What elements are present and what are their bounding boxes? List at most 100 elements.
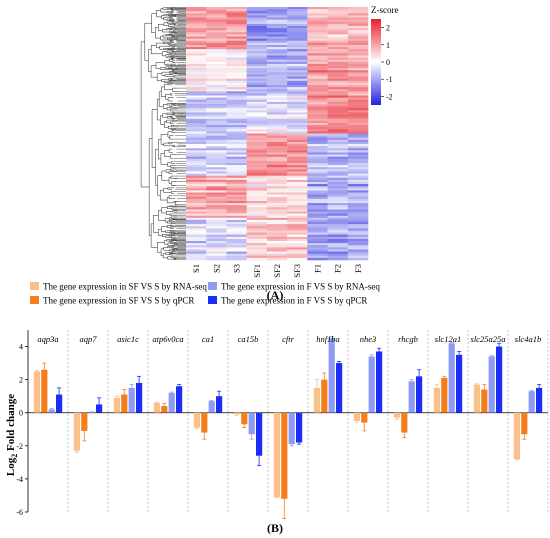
heatmap-cell xyxy=(226,241,247,244)
heatmap-cell xyxy=(287,245,308,248)
heatmap-cell xyxy=(246,76,268,79)
heatmap-cell xyxy=(226,99,247,103)
heatmap-cell xyxy=(347,203,369,206)
heatmap-cell xyxy=(327,40,349,44)
heatmap-cell xyxy=(307,68,328,71)
heatmap-cell xyxy=(206,30,227,33)
dendrogram-branch xyxy=(167,187,175,190)
heatmap-cell xyxy=(246,38,268,42)
dendrogram-branch xyxy=(171,70,175,73)
heatmap-cell xyxy=(186,186,207,189)
heatmap-cell xyxy=(266,238,288,242)
heatmap-cell xyxy=(307,158,328,162)
heatmap-cell xyxy=(347,152,369,155)
heatmap-cell xyxy=(347,150,369,153)
heatmap-cell xyxy=(266,9,288,12)
heatmap-cell xyxy=(287,154,308,157)
heatmap-cell xyxy=(266,89,288,92)
heatmap-cell xyxy=(347,82,369,86)
heatmap-cell xyxy=(287,25,308,29)
heatmap-cell xyxy=(226,137,247,141)
heatmap-cell xyxy=(287,213,308,217)
heatmap-cell xyxy=(206,209,227,212)
heatmap-cell xyxy=(246,165,268,168)
dendrogram-branch xyxy=(165,169,171,173)
heatmap-cell xyxy=(226,95,247,98)
heatmap-cell xyxy=(246,251,268,254)
heatmap-cell xyxy=(327,213,349,217)
heatmap-cell xyxy=(246,44,268,48)
heatmap-cell xyxy=(327,76,349,79)
dendrogram-branch xyxy=(169,73,177,76)
heatmap-cell xyxy=(327,23,349,27)
heatmap-cell xyxy=(327,114,349,117)
heatmap-cell xyxy=(327,127,349,130)
heatmap-cell xyxy=(206,122,227,126)
heatmap-cell xyxy=(327,154,349,157)
dendrogram-branch xyxy=(160,35,164,41)
heatmap-cell xyxy=(287,110,308,113)
heatmap-cell xyxy=(327,207,349,210)
heatmap-cell xyxy=(266,116,288,120)
heatmap-cell xyxy=(206,133,227,136)
heatmap-cell xyxy=(266,93,288,96)
heatmap-cell xyxy=(226,211,247,214)
heatmap-cell xyxy=(307,42,328,46)
heatmap-cell xyxy=(246,257,268,261)
heatmap-cell xyxy=(186,131,207,134)
heatmap-cell xyxy=(246,15,268,18)
heatmap-cell xyxy=(246,198,268,202)
bar xyxy=(528,391,535,413)
heatmap-cell xyxy=(206,241,227,244)
dendrogram-branch xyxy=(171,10,174,13)
heatmap-cell xyxy=(307,63,328,67)
heatmap-cell xyxy=(186,222,207,225)
heatmap-cell xyxy=(226,93,247,96)
heatmap-cell xyxy=(347,171,369,174)
heatmap-cell xyxy=(226,70,247,73)
heatmap-cell xyxy=(307,192,328,195)
heatmap-cell xyxy=(266,110,288,113)
heatmap-cell xyxy=(186,175,207,179)
heatmap-cell xyxy=(246,217,268,221)
dendrogram-branch xyxy=(172,30,176,32)
heatmap-cell xyxy=(327,57,349,61)
heatmap-cell xyxy=(226,238,247,242)
dendrogram-branch xyxy=(158,23,164,31)
bar xyxy=(393,412,400,418)
heatmap-cell xyxy=(347,95,369,98)
heatmap-cell xyxy=(327,11,349,14)
dendrogram-branch xyxy=(170,103,177,105)
heatmap-cell xyxy=(307,7,328,10)
bar xyxy=(473,384,480,413)
heatmap-cell xyxy=(347,122,369,126)
heatmap-cell xyxy=(287,99,308,103)
heatmap-cell xyxy=(327,80,349,84)
heatmap-cell xyxy=(246,243,268,246)
bar xyxy=(521,412,528,435)
y-axis-label: Log2 Fold change xyxy=(5,394,19,476)
heatmap-cell xyxy=(226,186,247,189)
dendrogram-branch xyxy=(167,56,172,59)
heatmap-cell xyxy=(347,93,369,96)
heatmap-cell xyxy=(307,173,328,176)
heatmap-cell xyxy=(246,74,268,77)
heatmap-cell xyxy=(266,236,288,240)
dendrogram-branch xyxy=(147,49,152,72)
heatmap-cell xyxy=(206,181,227,185)
heatmap-cell xyxy=(347,25,369,29)
heatmap-cell xyxy=(347,181,369,185)
heatmap-cell xyxy=(246,209,268,212)
heatmap-cell xyxy=(347,184,369,187)
heatmap-cell xyxy=(347,114,369,117)
category-label: ca1 xyxy=(202,334,214,344)
heatmap-cell xyxy=(266,137,288,141)
heatmap-cell xyxy=(307,257,328,261)
dendrogram-branch xyxy=(169,135,174,140)
dendrogram-branch xyxy=(171,236,177,239)
heatmap-cell xyxy=(246,114,268,117)
heatmap-cell xyxy=(186,13,207,16)
heatmap-cell xyxy=(246,173,268,176)
heatmap-cell xyxy=(327,55,349,58)
heatmap-cell xyxy=(186,150,207,153)
